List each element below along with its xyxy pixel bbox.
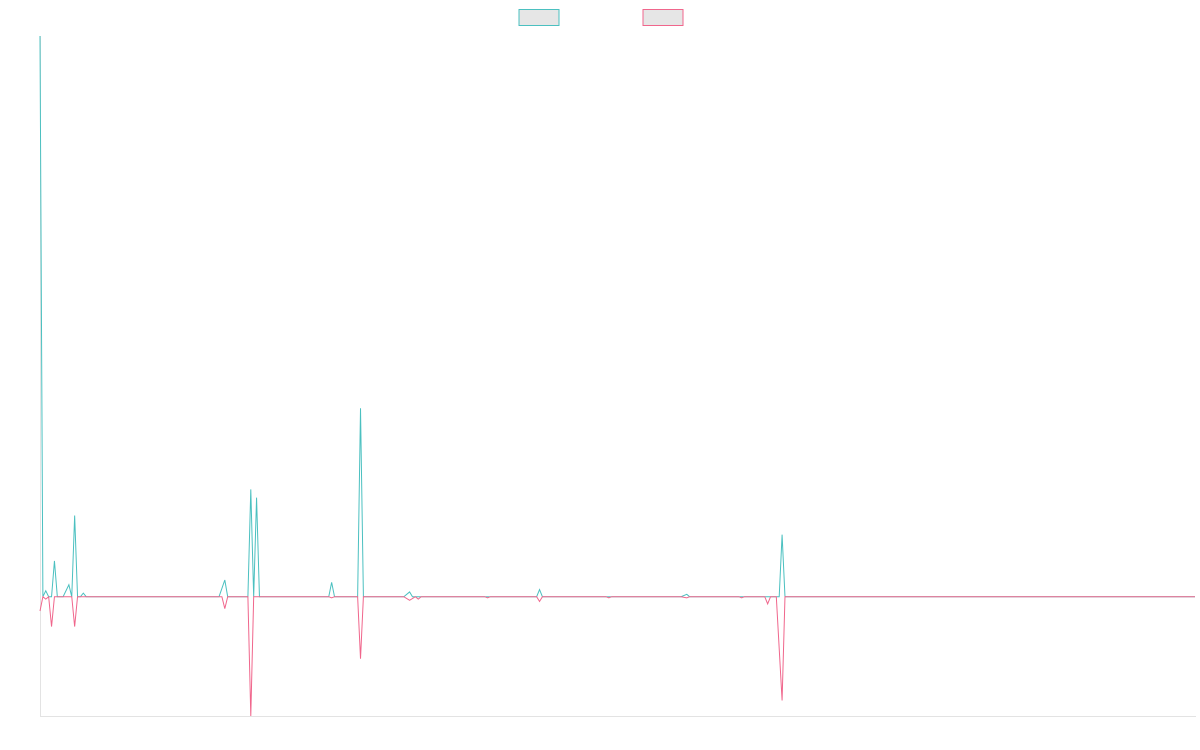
legend-swatch-2[interactable] [642, 9, 684, 26]
series-layer [39, 35, 1195, 717]
series-line-2 [39, 595, 1195, 717]
series-line-1 [39, 35, 1195, 598]
legend [518, 9, 684, 26]
legend-swatch-1[interactable] [518, 9, 560, 26]
axes [40, 36, 1196, 717]
